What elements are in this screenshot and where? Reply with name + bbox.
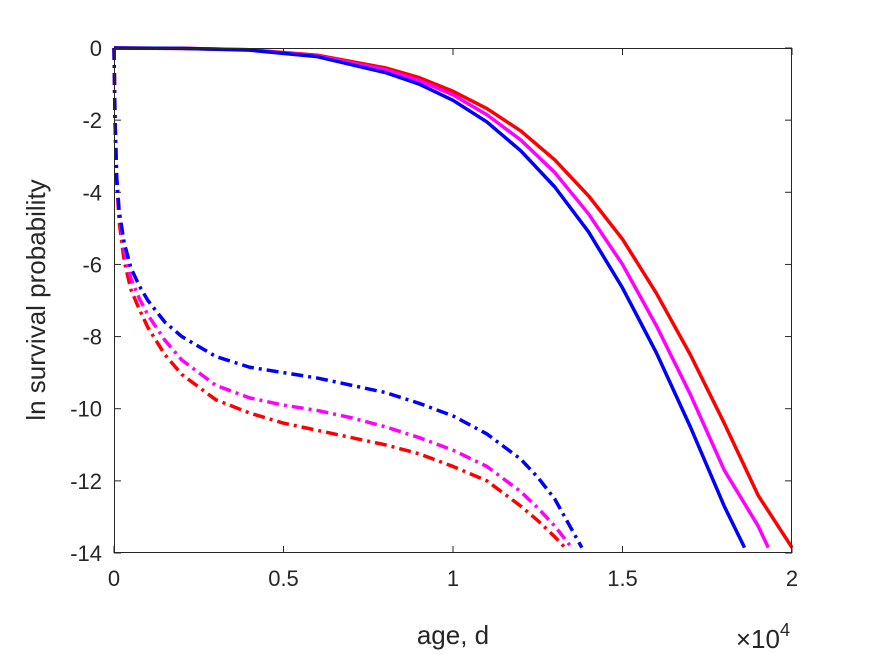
x-tick-label: 0 bbox=[108, 566, 120, 591]
ticks-layer: 0 0.5 1 1.5 2 0 -2 -4 -6 -8 -10 -12 -14 bbox=[70, 36, 798, 591]
y-tick-label: -4 bbox=[82, 180, 102, 205]
y-tick-label: -12 bbox=[70, 469, 102, 494]
x-exponent-power: 4 bbox=[780, 620, 790, 640]
plot-area bbox=[114, 48, 792, 553]
y-tick-label: -6 bbox=[82, 252, 102, 277]
y-tick-label: -2 bbox=[82, 108, 102, 133]
y-tick-label: -14 bbox=[70, 541, 102, 566]
x-tick-label: 1 bbox=[447, 566, 459, 591]
series-line-6-dashdot bbox=[112, 47, 584, 549]
y-tick-label: 0 bbox=[90, 36, 102, 61]
x-tick-label: 2 bbox=[786, 566, 798, 591]
x-tick-label: 0.5 bbox=[268, 566, 299, 591]
series-line-4-dashdot bbox=[112, 47, 567, 549]
y-tick-label: -10 bbox=[70, 397, 102, 422]
y-axis-label: ln survival probability bbox=[21, 179, 51, 420]
y-tick-label: -8 bbox=[82, 325, 102, 350]
x-axis-label: age, d bbox=[417, 620, 489, 650]
series-line-5-dashdot bbox=[112, 47, 574, 549]
x-tick-label: 1.5 bbox=[607, 566, 638, 591]
x-exponent-base: ×10 bbox=[736, 624, 780, 654]
x-axis-exponent: ×104 bbox=[736, 620, 790, 654]
